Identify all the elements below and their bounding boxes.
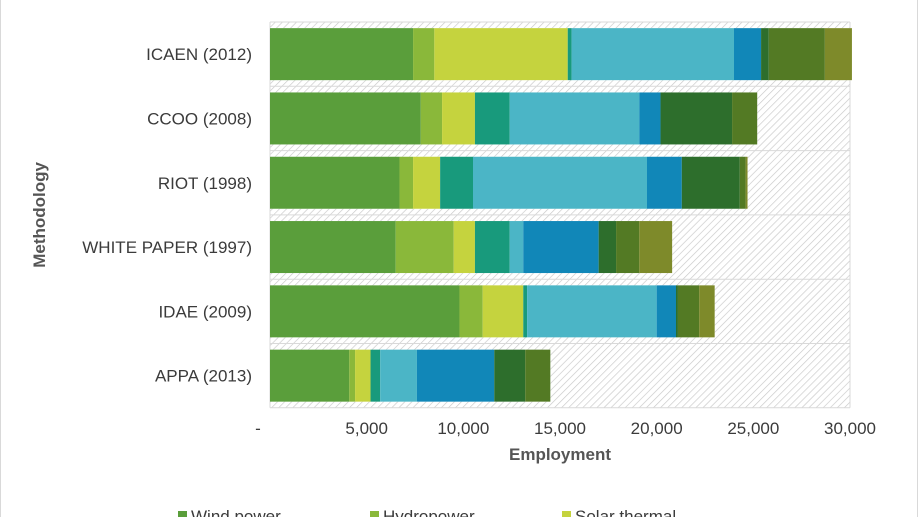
x-tick-label: 5,000 xyxy=(345,419,388,438)
bar-segment xyxy=(270,285,460,338)
bar-segment xyxy=(660,92,733,145)
bar-segment xyxy=(676,285,678,338)
bar-segment xyxy=(355,349,371,402)
bar-segment xyxy=(453,221,475,274)
y-axis-title: Methodology xyxy=(30,161,49,267)
x-tick-label: 25,000 xyxy=(727,419,779,438)
x-axis-title: Employment xyxy=(509,445,611,464)
legend-swatch xyxy=(562,511,571,517)
bar-segment xyxy=(270,349,350,402)
x-tick-label: 30,000 xyxy=(824,419,876,438)
bar-segment xyxy=(598,221,617,274)
category-label: IDAE (2009) xyxy=(158,302,252,321)
bar-segment xyxy=(567,28,572,81)
bar-segment xyxy=(494,349,526,402)
bar-segment xyxy=(459,285,483,338)
bar-segment xyxy=(474,221,510,274)
bar-segment xyxy=(739,156,746,209)
bar-segment xyxy=(761,28,769,81)
bar-segment xyxy=(440,156,473,209)
bar-segment xyxy=(370,349,381,402)
bar-segment xyxy=(482,285,524,338)
bar-segment xyxy=(473,156,647,209)
bar-segment xyxy=(420,92,443,145)
bar-segment xyxy=(523,285,528,338)
bar-segment xyxy=(525,349,551,402)
bar-segment xyxy=(270,28,414,81)
bar-segment xyxy=(768,28,825,81)
bar-segment xyxy=(270,92,421,145)
chart-border-left xyxy=(0,0,1,517)
bar-segment xyxy=(395,221,454,274)
bar-segment xyxy=(647,156,682,209)
bars-group xyxy=(270,28,852,402)
bar-segment xyxy=(380,349,417,402)
category-label: RIOT (1998) xyxy=(158,174,252,193)
bar-segment xyxy=(571,28,734,81)
category-labels-group: ICAEN (2012) CCOO (2008) RIOT (1998) WHITE … xyxy=(82,45,252,386)
category-label: ICAEN (2012) xyxy=(146,45,252,64)
bar-segment xyxy=(824,28,852,81)
category-label: APPA (2013) xyxy=(155,367,252,386)
bar-segment xyxy=(442,92,475,145)
bar-segment xyxy=(699,285,715,338)
bar-segment xyxy=(681,156,740,209)
bar-segment xyxy=(413,156,441,209)
bar-segment xyxy=(413,28,435,81)
bar-segment xyxy=(523,221,599,274)
gridlines-group xyxy=(269,21,851,409)
bar-segment xyxy=(509,221,524,274)
bar-segment xyxy=(270,156,400,209)
bar-segment xyxy=(677,285,700,338)
legend-label: Solar thermal xyxy=(575,507,676,517)
legend-label: Wind power xyxy=(191,507,281,517)
bar-segment xyxy=(349,349,356,402)
category-label: WHITE PAPER (1997) xyxy=(82,238,252,257)
bar-segment xyxy=(399,156,414,209)
bar-segment xyxy=(509,92,640,145)
x-tick-label: 20,000 xyxy=(631,419,683,438)
bar-segment xyxy=(434,28,568,81)
bar-segment xyxy=(732,92,758,145)
legend: Wind power Hydropower Solar thermal xyxy=(178,507,676,517)
bar-segment xyxy=(639,221,673,274)
bar-segment xyxy=(527,285,657,338)
category-label: CCOO (2008) xyxy=(147,109,252,128)
bar-segment xyxy=(416,349,495,402)
x-tick-label: 10,000 xyxy=(437,419,489,438)
legend-label: Hydropower xyxy=(383,507,475,517)
x-tick-label: - xyxy=(255,419,261,438)
bar-segment xyxy=(656,285,676,338)
bar-segment xyxy=(745,156,748,209)
bar-segment xyxy=(616,221,640,274)
legend-swatch xyxy=(370,511,379,517)
x-tick-labels-group: - 5,000 10,000 15,000 20,000 25,000 30,000 xyxy=(255,419,876,438)
bar-segment xyxy=(270,221,396,274)
bar-segment xyxy=(639,92,661,145)
x-tick-label: 15,000 xyxy=(534,419,586,438)
bar-segment xyxy=(734,28,762,81)
legend-swatch xyxy=(178,511,187,517)
bar-segment xyxy=(474,92,510,145)
